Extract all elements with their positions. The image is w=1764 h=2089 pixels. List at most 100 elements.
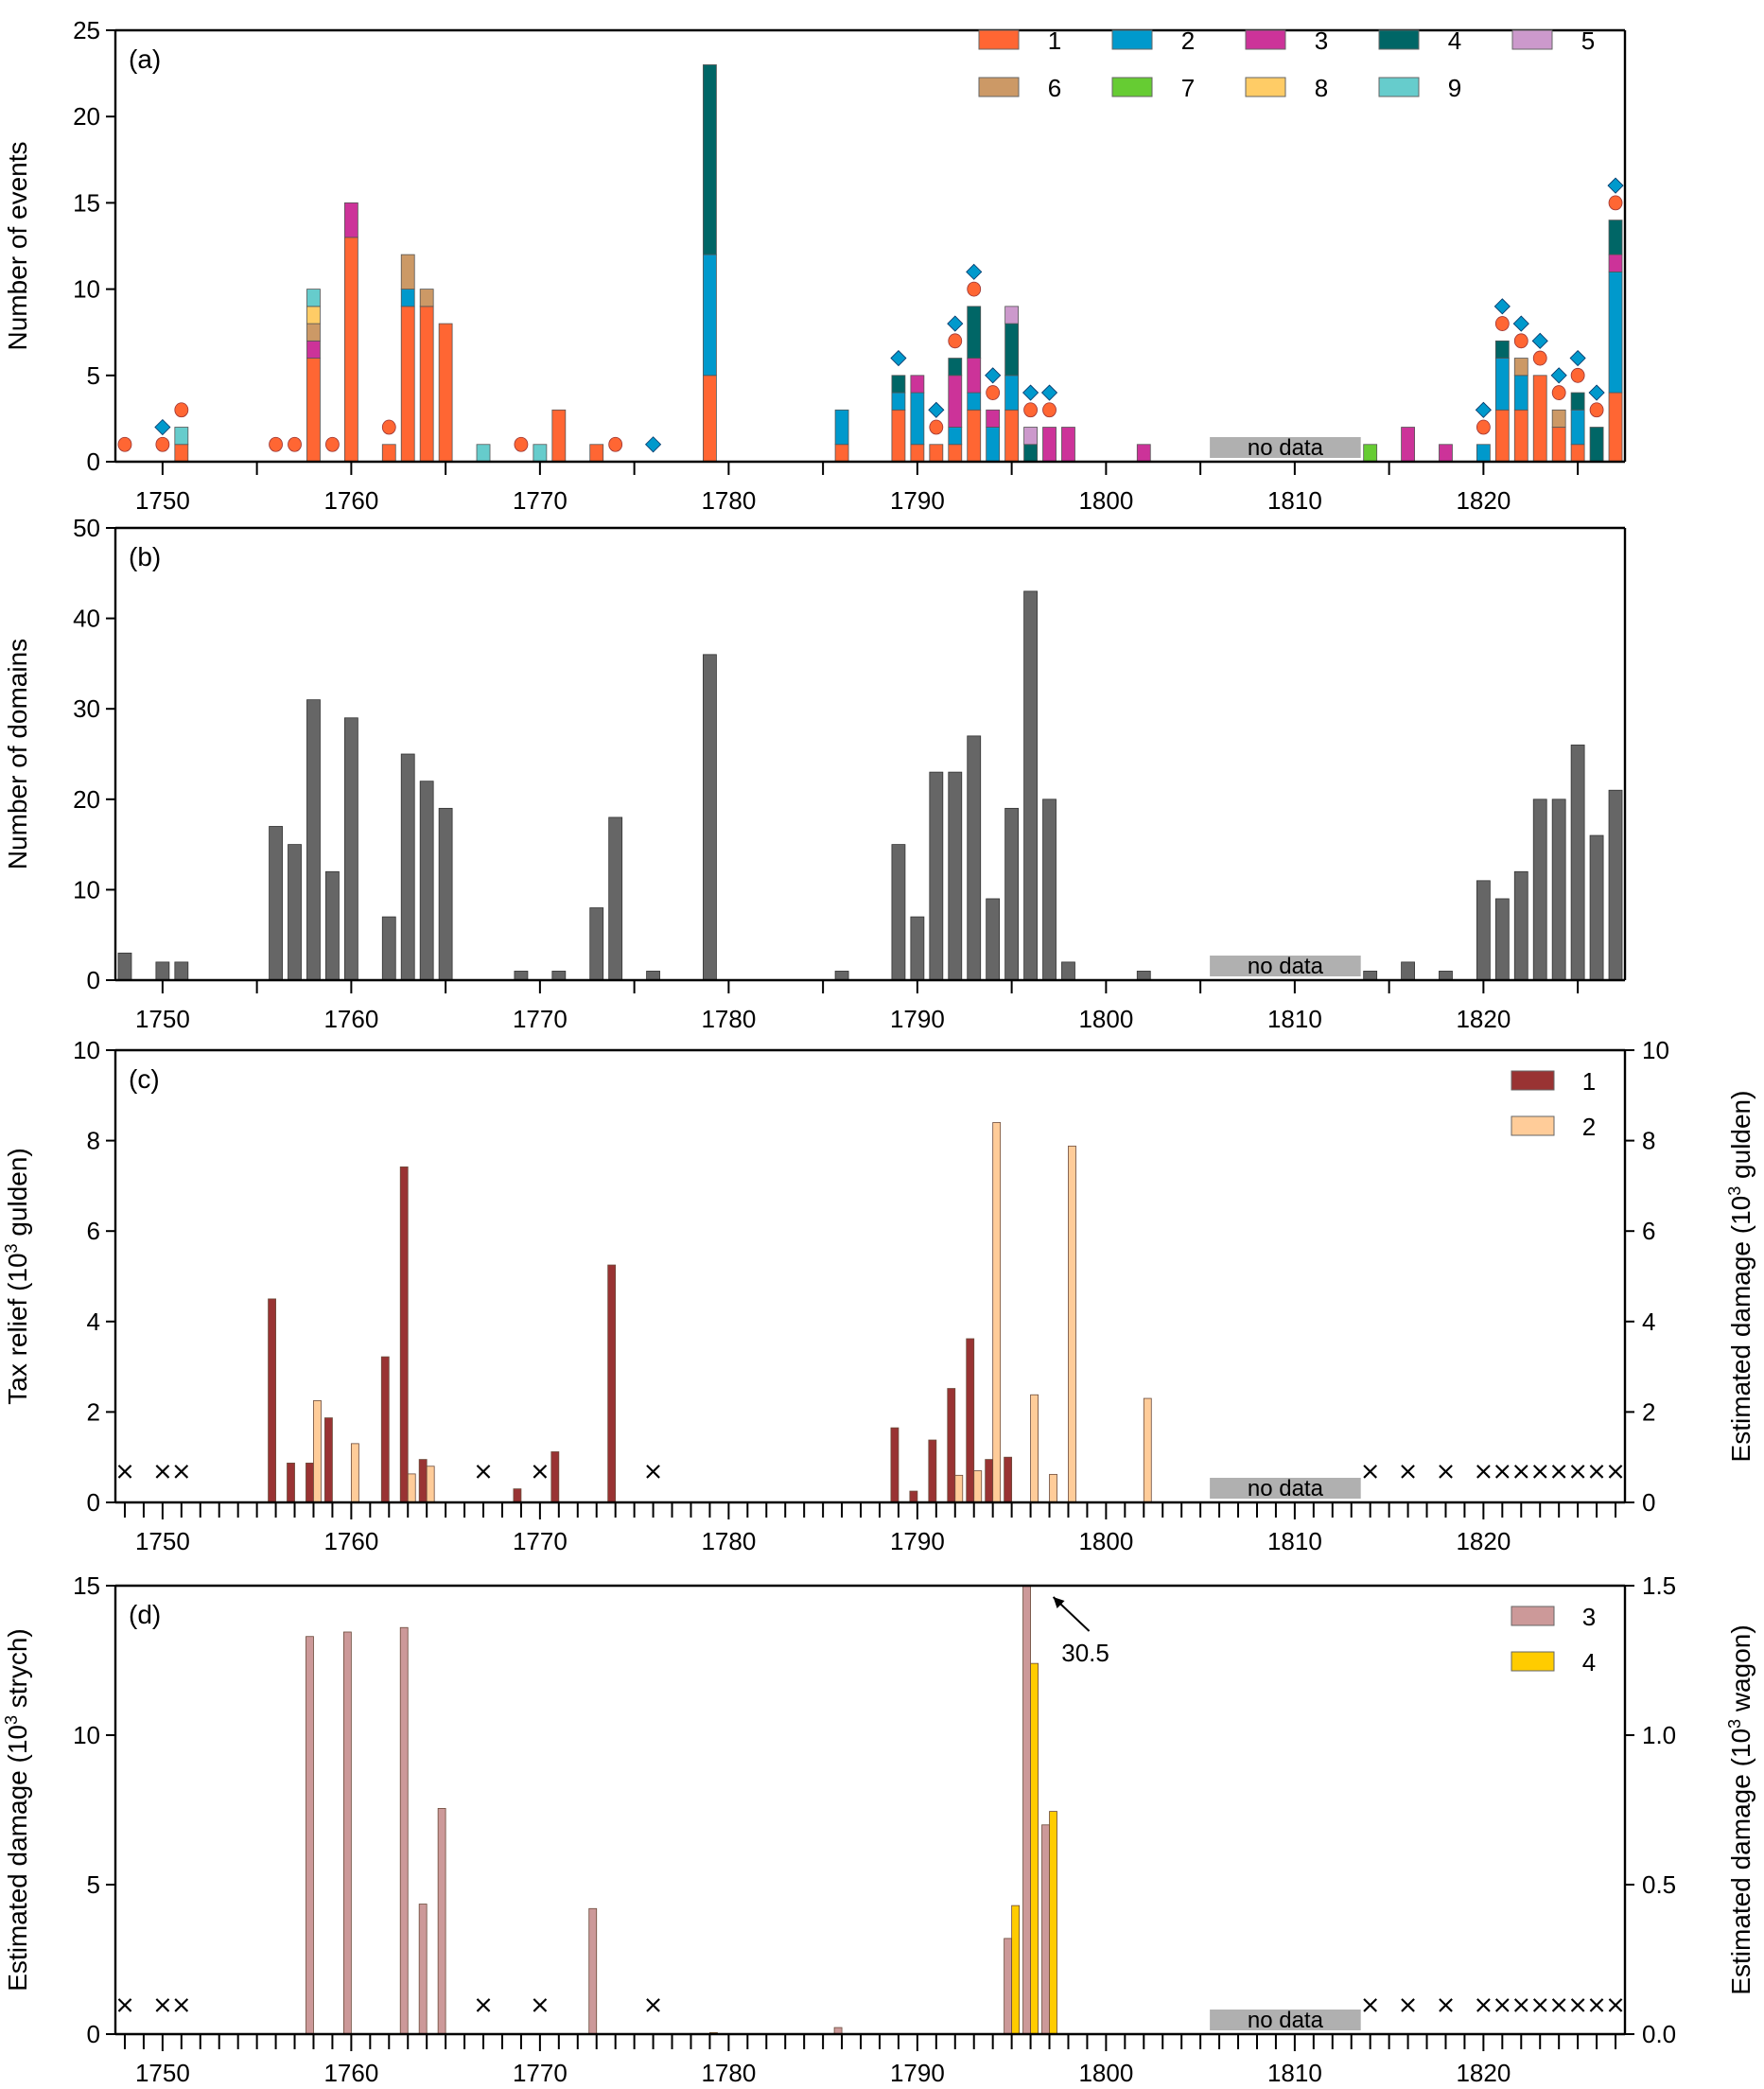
circle-marker-1822 — [1513, 333, 1528, 349]
x-tick-label-1760: 1760 — [323, 486, 378, 515]
bar-1774 — [608, 816, 623, 981]
bar-series1-1759 — [324, 1417, 333, 1503]
bar-1795 — [1004, 807, 1020, 981]
y-right-tick-label-2: 2 — [1642, 1397, 1655, 1426]
x-tick-label-1810: 1810 — [1267, 1527, 1322, 1555]
x-marker-1824: × — [1548, 1991, 1569, 2019]
bar-segment-1792-cat4 — [948, 358, 963, 377]
x-marker-1825: × — [1567, 1991, 1588, 2019]
y-axis-title-b: Number of domains — [3, 639, 32, 869]
legend-swatch-3 — [1245, 29, 1286, 50]
x-marker-1821: × — [1492, 1991, 1512, 2019]
x-marker-1827: × — [1605, 1991, 1626, 2019]
bar-1814 — [1363, 971, 1378, 981]
bar-1779 — [703, 654, 717, 981]
diamond-marker-1750 — [154, 418, 171, 436]
circle-marker-1769 — [514, 436, 529, 452]
legend-swatch-6 — [978, 77, 1020, 97]
bar-1764 — [419, 781, 434, 981]
bar-1760 — [343, 717, 358, 981]
bar-1762 — [381, 916, 396, 981]
panel-d: no data× ×× × × × × × × ××××××××30.50510150.00.5… — [2, 1571, 1755, 2087]
bar-series2-1794 — [992, 1122, 1002, 1503]
bar-series1-1757 — [287, 1463, 295, 1503]
bar-segment-1795-cat1 — [1004, 409, 1020, 463]
bar-1791 — [929, 771, 944, 981]
bar-1823 — [1532, 799, 1547, 981]
x-marker-1814: × — [1360, 1458, 1381, 1486]
no-data-label: no data — [1248, 435, 1324, 461]
no-data-box — [1210, 2010, 1361, 2030]
panel-label-c: (c) — [129, 1064, 160, 1094]
bar-segment-1771-cat1 — [551, 409, 567, 463]
bar-1757 — [288, 844, 302, 981]
diamond-marker-1822 — [1512, 315, 1529, 332]
bar-1758 — [306, 699, 321, 981]
bar-segment-1825-cat4 — [1570, 392, 1585, 411]
circle-marker-1756 — [269, 436, 283, 452]
bar-series1-1769 — [513, 1488, 522, 1503]
bar-1825 — [1570, 745, 1585, 981]
legend-label-6: 6 — [1048, 74, 1061, 102]
bar-1790 — [910, 916, 925, 981]
bar-series2-1763 — [407, 1473, 416, 1503]
x-tick-label-1790: 1790 — [890, 1005, 945, 1033]
bar-segment-1821-cat2 — [1494, 358, 1510, 411]
x-tick-label-1820: 1820 — [1456, 2059, 1511, 2087]
bar-segment-1823-cat1 — [1532, 375, 1547, 463]
bar-series4-1796 — [1030, 1662, 1039, 2035]
diamond-marker-1824 — [1550, 367, 1567, 384]
bar-series1-1794 — [985, 1459, 994, 1503]
bar-1794 — [986, 898, 1001, 981]
diamond-marker-1823 — [1531, 332, 1548, 349]
diamond-marker-1797 — [1040, 384, 1058, 401]
circle-marker-1825 — [1570, 367, 1585, 383]
bar-segment-1786-cat2 — [834, 409, 849, 446]
bar-series3-1797 — [1041, 1824, 1050, 2035]
bar-segment-1793-cat3 — [967, 358, 982, 394]
bar-segment-1789-cat4 — [891, 375, 906, 394]
x-tick-label-1770: 1770 — [513, 1527, 568, 1555]
x-marker-1821: × — [1492, 1458, 1512, 1486]
panel-label-a: (a) — [129, 44, 161, 74]
x-marker-1776: × — [643, 1991, 664, 2019]
bar-series1-1758 — [306, 1463, 314, 1503]
bar-series1-1795 — [1004, 1456, 1013, 1503]
circle-marker-1796 — [1023, 402, 1038, 418]
y-tick-label-2: 2 — [87, 1397, 100, 1426]
bar-segment-1822-cat2 — [1513, 375, 1528, 411]
y-tick-label-0: 0 — [87, 2020, 100, 2048]
bar-segment-1822-cat1 — [1513, 409, 1528, 463]
bar-1818 — [1439, 971, 1453, 981]
x-marker-1818: × — [1436, 1991, 1457, 2019]
circle-marker-1823 — [1532, 350, 1547, 366]
circle-marker-1751 — [174, 402, 189, 418]
bar-series2-1798 — [1068, 1145, 1076, 1503]
bar-1765 — [438, 807, 453, 981]
legend-label-1: 1 — [1582, 1067, 1596, 1096]
bar-segment-1770-cat9 — [533, 444, 548, 463]
bar-series2-1792 — [954, 1474, 964, 1503]
y-tick-label-30: 30 — [73, 694, 100, 723]
bar-series3-1796 — [1022, 1585, 1031, 2035]
bar-series2-1797 — [1049, 1473, 1057, 1503]
x-tick-label-1810: 1810 — [1267, 2059, 1322, 2087]
diamond-marker-1825 — [1569, 349, 1586, 367]
x-marker-1826: × — [1586, 1991, 1607, 2019]
x-marker-1826: × — [1586, 1458, 1607, 1486]
legend-swatch-3 — [1511, 1606, 1555, 1626]
circle-marker-1762 — [381, 419, 396, 435]
x-marker-1818: × — [1436, 1458, 1457, 1486]
x-marker-1823: × — [1529, 1991, 1550, 2019]
bar-segment-1790-cat1 — [910, 444, 925, 463]
x-tick-label-1760: 1760 — [323, 2059, 378, 2087]
legend-label-8: 8 — [1315, 74, 1328, 102]
bar-series2-1764 — [426, 1466, 435, 1503]
bar-segment-1795-cat5 — [1004, 306, 1020, 325]
x-tick-label-1820: 1820 — [1456, 1005, 1511, 1033]
no-data-label: no data — [1248, 2008, 1324, 2033]
diamond-marker-1794 — [985, 367, 1002, 384]
bar-segment-1794-cat3 — [986, 409, 1001, 428]
no-data-box — [1210, 1478, 1361, 1499]
bar-1820 — [1476, 880, 1491, 981]
